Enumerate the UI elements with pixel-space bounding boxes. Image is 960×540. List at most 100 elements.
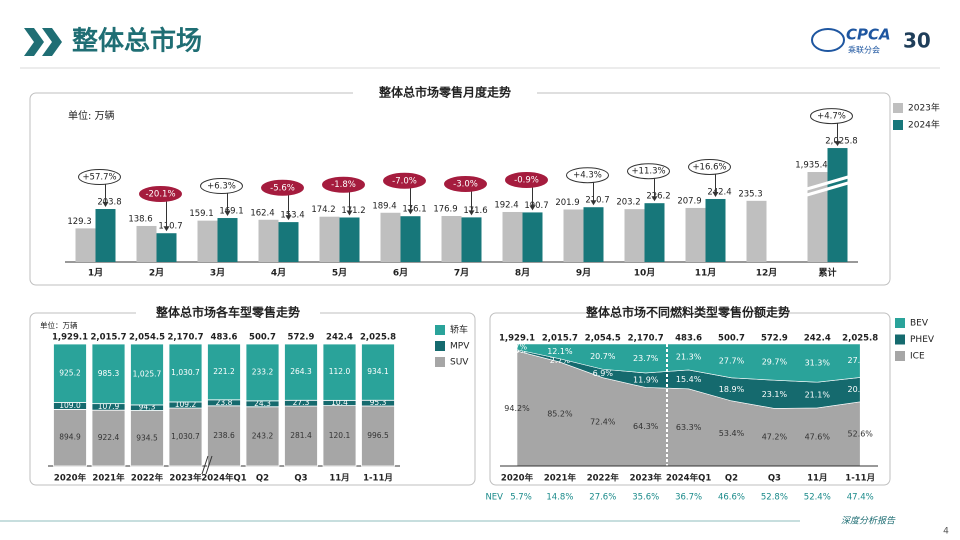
legend-label: PHEV	[910, 335, 935, 345]
value-label: 243.2	[252, 431, 274, 440]
total-label: 572.9	[288, 333, 315, 343]
value-label: 1,030.7	[171, 432, 200, 441]
page-number: 4	[943, 527, 949, 537]
logo-mark	[811, 28, 845, 52]
total-label: 2,025.8	[360, 333, 396, 343]
value-label: 109.0	[59, 401, 81, 410]
value-label: 233.2	[252, 367, 274, 376]
growth-bubble	[322, 176, 365, 193]
bar	[583, 207, 604, 262]
growth-label: -1.8%	[331, 180, 356, 190]
chart-title: 整体总市场不同燃料类型零售份额走势	[585, 305, 790, 320]
bar	[197, 220, 218, 262]
value-label: 235.3	[738, 189, 762, 199]
value-label: 207.9	[677, 196, 701, 206]
nev-label: NEV	[485, 493, 503, 503]
value-label: 21.1%	[805, 391, 831, 400]
value-label: 15.4%	[676, 375, 702, 384]
value-label: 27.3	[293, 398, 310, 407]
x-tick-label: 11月	[695, 268, 717, 279]
growth-label: +4.3%	[573, 171, 602, 181]
value-label: 176.1	[402, 205, 426, 215]
arrow-head	[163, 226, 170, 232]
value-label: 31.3%	[805, 359, 831, 368]
value-label: 162.4	[250, 208, 274, 218]
nev-value: 5.7%	[510, 493, 532, 503]
bar-segment	[91, 409, 126, 467]
total-label: 2,025.8	[842, 334, 878, 344]
bar-segment	[322, 405, 357, 467]
arrow-head	[224, 211, 231, 217]
value-label: 190.7	[524, 201, 548, 211]
bar-segment	[91, 343, 126, 405]
total-label: 1,929.1	[499, 334, 535, 344]
area	[516, 343, 861, 383]
bar-segment	[361, 405, 395, 467]
total-label: 2,170.7	[167, 333, 203, 343]
value-label: 129.3	[67, 217, 91, 227]
value-label: 29.7%	[762, 358, 788, 367]
total-label: 483.6	[675, 334, 702, 344]
growth-label: +6.3%	[207, 182, 236, 192]
value-label: 107.9	[98, 402, 120, 411]
growth-label: +57.7%	[82, 173, 116, 183]
arrow-head	[285, 215, 292, 221]
bar	[644, 203, 665, 262]
value-label: 47.6%	[805, 432, 831, 441]
value-label: 20.7%	[590, 352, 616, 361]
growth-bubble	[444, 176, 487, 193]
growth-label: +11.3%	[631, 167, 665, 177]
value-label: 112.0	[329, 367, 351, 376]
value-label: 203.2	[616, 198, 640, 208]
value-label: 2.7%	[550, 356, 571, 365]
bar	[319, 216, 340, 262]
total-label: 242.4	[804, 334, 831, 344]
nev-value: 36.7%	[675, 493, 702, 503]
x-tick-label: 2024年Q1	[666, 473, 711, 484]
bar	[400, 216, 421, 262]
nev-value: 52.4%	[804, 493, 831, 503]
bar-segment	[361, 343, 395, 401]
growth-bubble	[505, 171, 548, 188]
bar	[156, 233, 177, 262]
value-label: 64.3%	[633, 422, 659, 431]
growth-label: -20.1%	[145, 189, 175, 199]
value-label: 934.1	[367, 367, 389, 376]
bar	[339, 217, 360, 262]
x-tick-label: 11月	[329, 474, 349, 484]
value-label: 1,030.7	[171, 368, 200, 377]
x-tick-label: 12月	[756, 268, 778, 279]
value-label: 120.1	[329, 431, 351, 440]
legend-label: MPV	[450, 342, 470, 352]
value-label: 6.9%	[593, 369, 614, 378]
growth-bubble	[688, 158, 731, 175]
legend-label: SUV	[450, 358, 469, 368]
value-label: 153.4	[280, 211, 304, 221]
legend-label: BEV	[910, 319, 929, 329]
value-label: 174.2	[311, 205, 335, 215]
value-label: 171.2	[341, 206, 365, 216]
value-label: 985.3	[98, 369, 120, 378]
legend-swatch	[895, 318, 905, 328]
total-label: 483.6	[211, 333, 238, 343]
unit-label: 单位: 万辆	[68, 109, 115, 122]
value-label: 72.4%	[590, 417, 616, 426]
chevron	[24, 28, 44, 56]
value-label: 1,025.7	[133, 369, 162, 378]
value-label: 159.1	[189, 209, 213, 219]
legend-label: 轿车	[450, 324, 468, 336]
value-label: 12.1%	[547, 347, 573, 356]
x-tick-label: 2020年	[54, 473, 87, 484]
bar	[624, 209, 645, 262]
nev-value: 47.4%	[847, 493, 874, 503]
growth-label: +4.7%	[817, 112, 846, 122]
legend-swatch	[895, 334, 905, 345]
legend-swatch	[435, 325, 445, 335]
value-label: 94.2%	[504, 404, 530, 413]
chevron	[42, 28, 62, 56]
value-label: 24.3	[254, 399, 271, 408]
bar	[522, 212, 543, 262]
total-label: 2,054.5	[585, 334, 621, 344]
value-label: 169.1	[219, 207, 243, 217]
value-label: 47.2%	[762, 433, 788, 442]
